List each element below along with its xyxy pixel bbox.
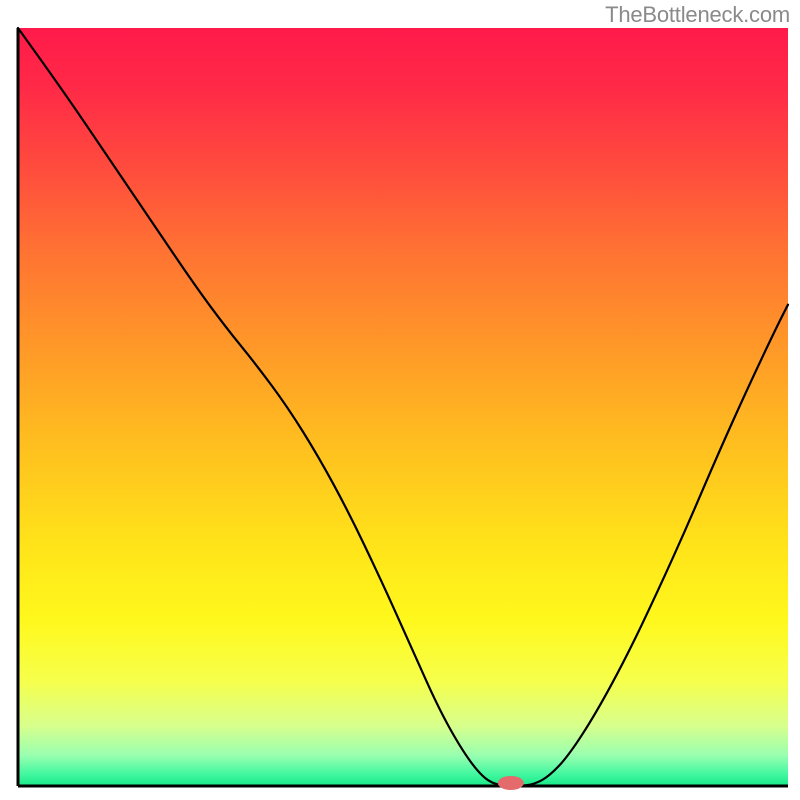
chart-background — [18, 28, 788, 786]
optimal-point-marker — [498, 776, 524, 790]
chart-container: TheBottleneck.com — [0, 0, 800, 800]
watermark-text: TheBottleneck.com — [605, 2, 790, 28]
bottleneck-chart — [0, 0, 800, 800]
